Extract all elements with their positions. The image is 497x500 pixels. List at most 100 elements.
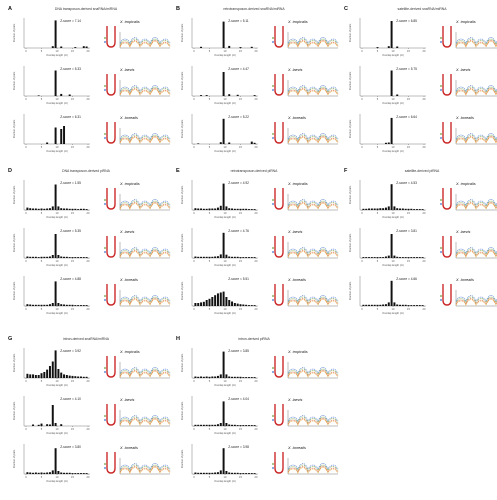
- species-label: X. tropicalis: [455, 20, 476, 24]
- marker-dot: [104, 295, 106, 297]
- coverage-trace: [455, 86, 497, 94]
- hist-x-tick-label: 5: [377, 307, 379, 311]
- coverage-trace: [287, 368, 339, 376]
- hist-bar: [228, 142, 231, 144]
- hist-x-label: Overlap length (nt): [382, 215, 404, 219]
- coverage-trace: [287, 89, 339, 96]
- coverage-trace: [119, 416, 171, 424]
- hist-x-label: Overlap length (nt): [214, 431, 236, 435]
- species-label: X. borealis: [119, 116, 138, 120]
- hist-x-tick-label: 5: [209, 427, 211, 431]
- coverage-trace: [287, 298, 339, 305]
- hist-bar: [63, 304, 66, 306]
- hist-bar: [37, 375, 40, 378]
- hist-bar: [236, 472, 239, 474]
- hist-bar: [231, 301, 234, 306]
- hist-x-tick-label: 15: [71, 427, 74, 431]
- z-score: Z-score = 3.81: [396, 229, 417, 233]
- coverage-trace: [119, 299, 171, 306]
- hist-bar: [219, 374, 222, 378]
- hist-bar: [48, 208, 51, 210]
- hist-x-tick-label: 5: [209, 259, 211, 263]
- hist-x-tick-label: 20: [255, 97, 258, 101]
- hist-bar: [253, 257, 256, 258]
- hist-x-label: Overlap length (nt): [382, 149, 404, 153]
- coverage-trace: [287, 371, 339, 378]
- hist-bar: [46, 304, 49, 306]
- hist-bar: [219, 254, 222, 258]
- coverage-trace: [287, 367, 339, 374]
- hist-bar: [60, 129, 63, 144]
- hist-x-tick-label: 20: [255, 427, 258, 431]
- hist-bar: [60, 372, 63, 378]
- coverage-trace: [119, 251, 171, 258]
- species-label: X. tropicalis: [119, 350, 140, 354]
- marker-dot: [440, 203, 442, 205]
- panel-row: Fraction of pairs Overlap length (nt) 0 5 10…: [12, 180, 171, 219]
- hist-bar: [194, 424, 197, 426]
- hist-bar: [82, 208, 85, 210]
- z-score: Z-score = 1.55: [60, 181, 81, 185]
- hist-x-tick-label: 0: [193, 475, 195, 479]
- hist-bar: [396, 256, 399, 258]
- hist-bar: [236, 94, 239, 96]
- hist-bar: [250, 425, 253, 426]
- hist-bar: [85, 376, 88, 378]
- hist-bar: [51, 303, 54, 306]
- hist-x-tick-label: 5: [41, 145, 43, 149]
- hist-bar: [387, 255, 390, 258]
- hist-x-label: Overlap length (nt): [46, 383, 68, 387]
- hist-bar: [205, 376, 208, 378]
- species-label: X. laevis: [119, 230, 134, 234]
- hist-bar: [51, 46, 54, 48]
- hist-y-label: Fraction of pairs: [12, 353, 16, 372]
- hist-x-tick-label: 5: [41, 97, 43, 101]
- hist-bar: [413, 305, 416, 306]
- z-score: Z-score = 5.22: [228, 115, 249, 119]
- hist-bar: [247, 425, 250, 426]
- hist-bar: [85, 257, 88, 258]
- hist-bar: [54, 234, 57, 258]
- hist-bar: [365, 208, 368, 210]
- hist-bar: [387, 142, 390, 144]
- hist-bar: [216, 375, 219, 378]
- hist-bar: [211, 424, 214, 426]
- hist-bar: [57, 471, 60, 474]
- panel-title: intron-derived piRNA: [238, 337, 270, 341]
- hist-bar: [68, 375, 71, 378]
- coverage-trace: [119, 295, 171, 302]
- hist-bar: [233, 472, 236, 474]
- hist-bar: [205, 208, 208, 210]
- hist-x-tick-label: 15: [71, 145, 74, 149]
- z-score: Z-score = 7.14: [60, 19, 81, 23]
- panel-row: Fraction of pairs Overlap length (nt) 0 5 10…: [12, 114, 171, 153]
- hist-bar: [205, 472, 208, 474]
- hist-bar: [68, 208, 71, 210]
- hist-x-tick-label: 0: [193, 307, 195, 311]
- hist-bar: [79, 257, 82, 258]
- marker-dot: [104, 89, 106, 91]
- coverage-trace: [287, 134, 339, 142]
- coverage-trace: [119, 248, 171, 256]
- hist-bar: [211, 297, 214, 306]
- hist-bar: [60, 93, 63, 96]
- hist-bar: [390, 117, 393, 144]
- hist-bar: [247, 209, 250, 210]
- hist-bar: [253, 305, 256, 306]
- hist-x-label: Overlap length (nt): [214, 101, 236, 105]
- species-label: X. borealis: [287, 278, 306, 282]
- hist-bar: [242, 473, 245, 474]
- hist-x-tick-label: 10: [224, 259, 227, 263]
- coverage-trace: [455, 298, 497, 305]
- species-label: X. borealis: [287, 116, 306, 120]
- hist-bar: [82, 305, 85, 306]
- coverage-trace: [119, 89, 171, 96]
- hist-bar: [194, 472, 197, 474]
- hist-bar: [43, 372, 46, 378]
- hairpin-icon: [274, 452, 284, 474]
- marker-dot: [440, 199, 442, 201]
- hist-bar: [57, 303, 60, 306]
- hist-bar: [205, 424, 208, 426]
- hist-x-label: Overlap length (nt): [214, 215, 236, 219]
